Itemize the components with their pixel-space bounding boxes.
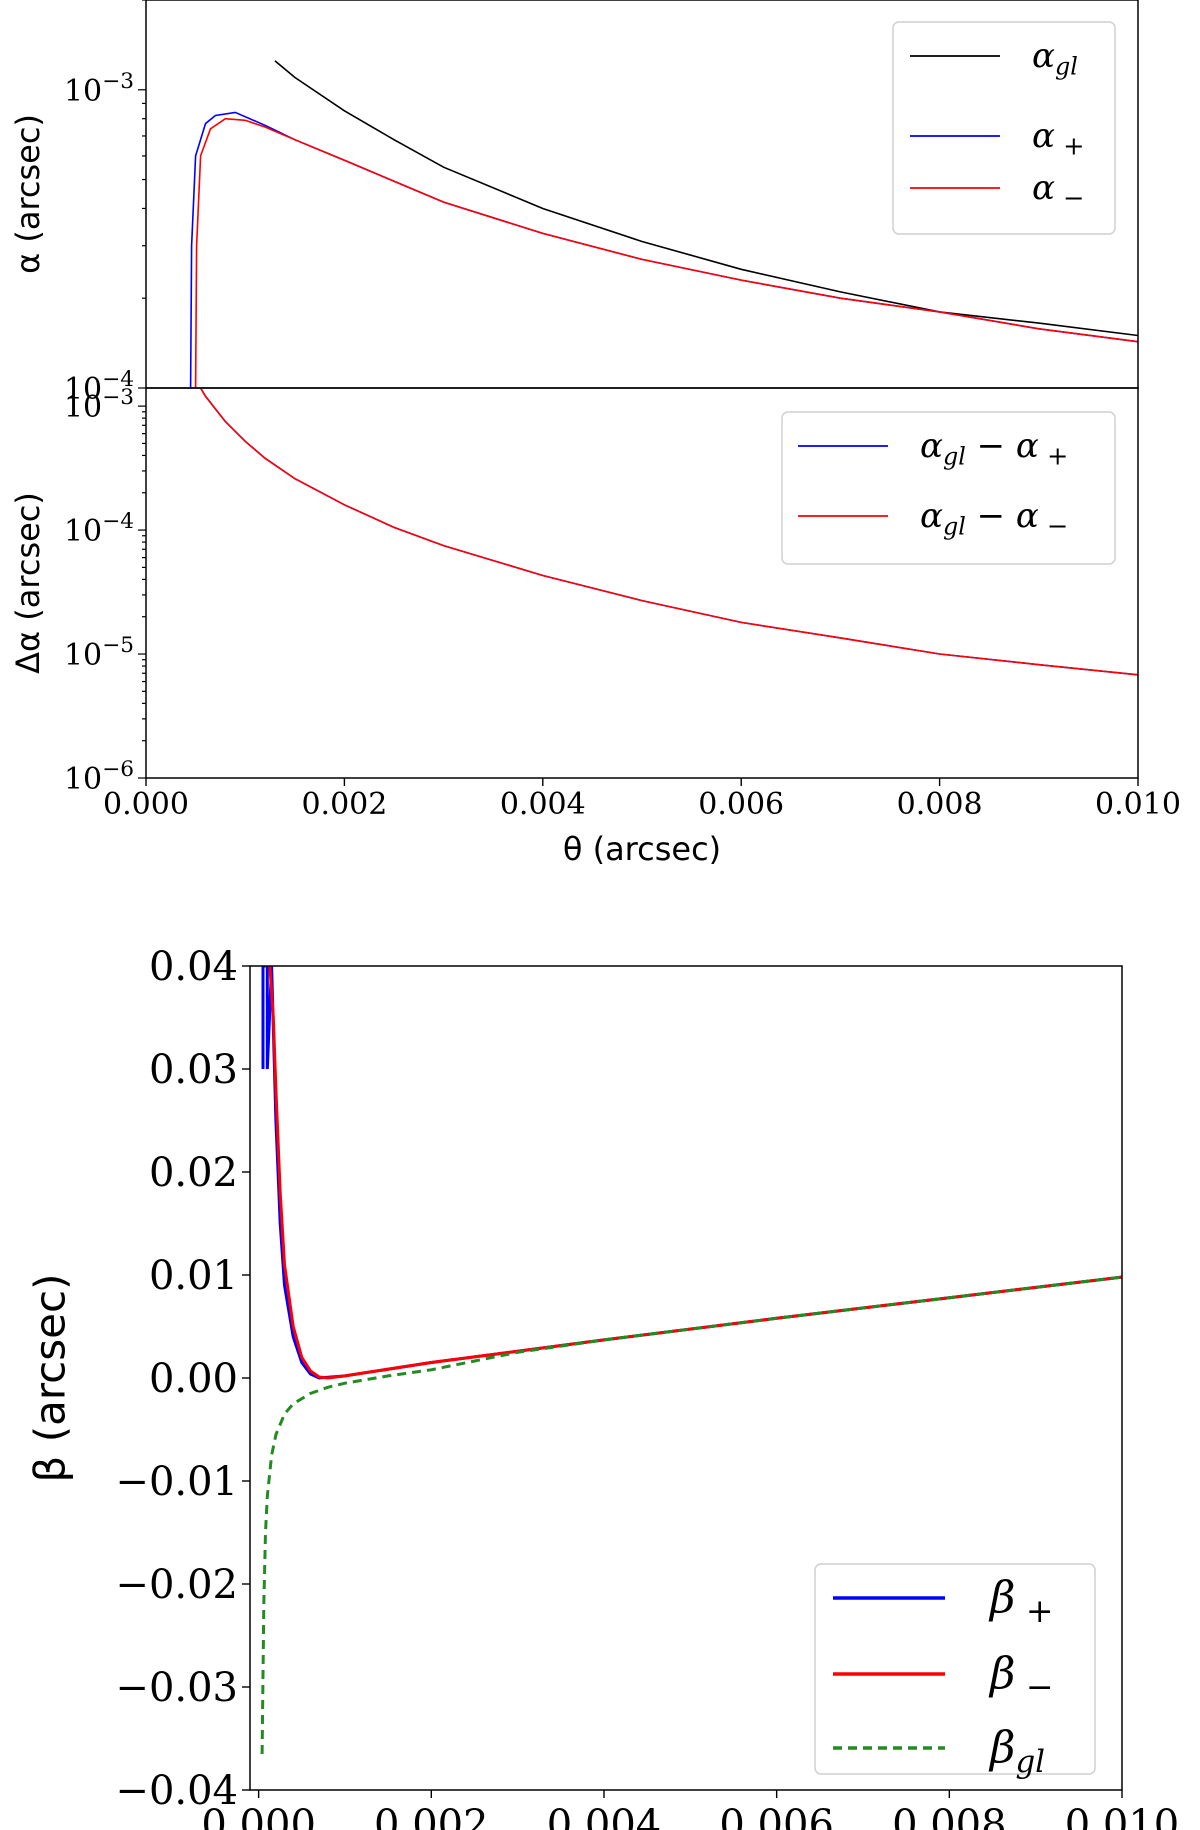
y-tick-label: 0.03 <box>149 1047 238 1093</box>
legend-box <box>781 411 1116 565</box>
x-tick-label: 0.006 <box>698 787 784 822</box>
y-tick-mantissa: 10 <box>64 514 102 549</box>
x-tick-label: 0.002 <box>301 787 387 822</box>
legend-symbol: β <box>988 1649 1015 1700</box>
y-tick-mantissa: 10 <box>64 638 102 673</box>
y-tick-label: 10−3 <box>64 385 134 425</box>
series-line-bottom-1 <box>268 966 1122 1380</box>
x-tick-label: 0.006 <box>719 1802 834 1830</box>
x-tick-label: 0.000 <box>103 787 189 822</box>
legend-symbol: β <box>988 1723 1015 1774</box>
y-tick-exponent: −6 <box>102 757 134 782</box>
y-tick-mantissa: 10 <box>64 762 102 797</box>
legend-label: β + <box>988 1573 1054 1631</box>
y-tick-exponent: −3 <box>102 69 134 94</box>
y-tick-exponent: −3 <box>102 385 134 410</box>
legend-subscript: gl <box>943 443 966 471</box>
x-axis-label: θ (arcsec) <box>563 830 721 868</box>
y-tick-mantissa: 10 <box>64 74 102 109</box>
legend-symbol: α <box>1032 36 1055 76</box>
y-tick-mantissa: 10 <box>64 372 102 407</box>
legend-tail: − α <box>966 496 1039 536</box>
legend: αgl − α +αgl − α − <box>781 411 1116 565</box>
y-tick-label: −0.03 <box>115 1665 238 1711</box>
x-tick-label: 0.004 <box>547 1802 662 1830</box>
y-tick-label: 10−3 <box>64 69 134 109</box>
legend-superscript: − <box>1055 184 1084 214</box>
chart-panel-bottom: 0.04 0.03 0.02 0.01 0.00 −0.01 −0.02 −0.03 −0.04… <box>26 944 1180 1830</box>
legend-symbol: α <box>920 496 943 536</box>
series-line-top-2 <box>194 117 1138 388</box>
x-tick-label: 0.000 <box>201 1802 316 1830</box>
legend-tail: − α <box>966 426 1039 466</box>
y-tick-label: −0.04 <box>115 1768 238 1814</box>
y-axis-label: α (arcsec) <box>9 114 47 274</box>
series-line-top-0 <box>274 60 1138 337</box>
legend-superscript: − <box>1039 512 1068 542</box>
series-line-bottom-0 <box>261 966 1122 1380</box>
legend: β +β −βgl <box>814 1563 1096 1781</box>
y-tick-exponent: −4 <box>102 367 134 392</box>
y-tick-label: 10−6 <box>64 757 134 797</box>
y-tick-label: 10−4 <box>64 367 134 407</box>
legend-label: α − <box>1032 168 1084 213</box>
y-tick-label: 0.00 <box>149 1356 238 1402</box>
y-tick-label: 0.04 <box>149 944 238 990</box>
legend-symbol: α <box>1032 116 1055 156</box>
series-line-middle-1 <box>199 388 1138 676</box>
y-axis-label: β (arcsec) <box>26 1274 75 1483</box>
legend-subscript: gl <box>1015 1744 1045 1780</box>
legend-label: αgl − α − <box>920 496 1068 541</box>
legend-symbol: α <box>1032 168 1055 208</box>
y-tick-label: 10−5 <box>64 633 134 673</box>
legend-superscript: + <box>1015 1591 1053 1630</box>
legend-superscript: + <box>1039 442 1068 472</box>
axes-frame <box>145 387 1139 779</box>
x-tick-label: 0.010 <box>1065 1802 1180 1830</box>
x-tick-label: 0.004 <box>500 787 586 822</box>
x-tick-label: 0.010 <box>1095 787 1181 822</box>
y-axis-label: Δα (arcsec) <box>9 492 47 674</box>
x-tick-label: 0.002 <box>374 1802 489 1830</box>
legend-label: β − <box>988 1649 1054 1707</box>
y-tick-label: −0.01 <box>115 1459 238 1505</box>
legend-box <box>814 1563 1096 1775</box>
legend-label: α + <box>1032 116 1084 161</box>
legend-label: βgl <box>988 1723 1045 1781</box>
legend-symbol: α <box>920 426 943 466</box>
legend-symbol: β <box>988 1573 1015 1624</box>
y-tick-label: −0.02 <box>115 1562 238 1608</box>
legend-box <box>892 21 1116 235</box>
legend-superscript: + <box>1055 132 1084 162</box>
legend-superscript: − <box>1015 1667 1053 1706</box>
chart-panel-middle: 10−310−410−510−60.000 0.002 0.004 0.006 0.00… <box>9 385 1181 868</box>
y-tick-label: 0.01 <box>149 1253 238 1299</box>
y-tick-exponent: −4 <box>102 509 134 534</box>
x-tick-label: 0.008 <box>892 1802 1007 1830</box>
legend-label: αgl <box>1032 36 1078 80</box>
legend-subscript: gl <box>1055 53 1078 81</box>
y-tick-mantissa: 10 <box>64 390 102 425</box>
x-tick-label: 0.008 <box>897 787 983 822</box>
legend-subscript: gl <box>943 513 966 541</box>
y-tick-exponent: −5 <box>102 633 134 658</box>
y-tick-label: 10−4 <box>64 509 134 549</box>
legend-label: αgl − α + <box>920 426 1068 471</box>
y-tick-label: 0.02 <box>149 1150 238 1196</box>
